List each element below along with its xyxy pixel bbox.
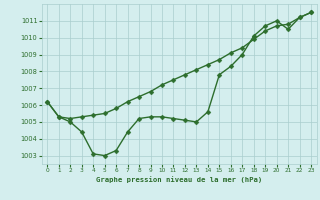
X-axis label: Graphe pression niveau de la mer (hPa): Graphe pression niveau de la mer (hPa): [96, 176, 262, 183]
